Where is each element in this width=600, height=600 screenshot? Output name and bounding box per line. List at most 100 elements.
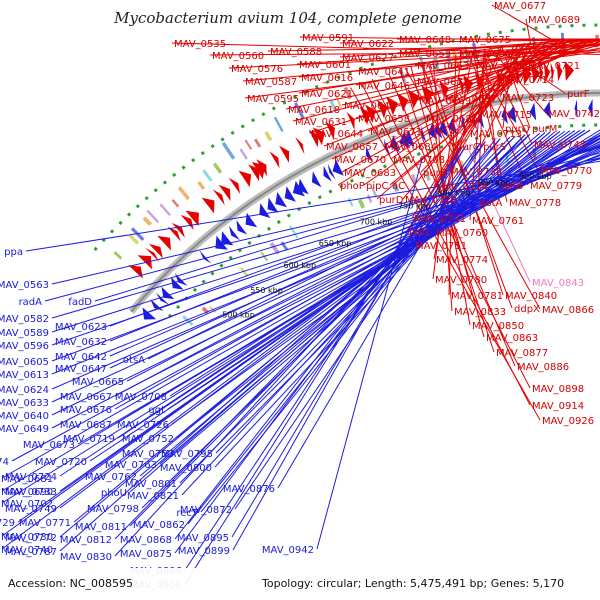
forward-gene-label-leader [285,47,600,110]
reverse-gene-arrow [323,165,332,182]
forward-gene-arrow [308,129,319,148]
cog-gene-mark-inner [435,158,442,172]
reverse-gene-label: MAV_0649 [0,424,49,435]
cog-gene-mark-inner [460,160,465,169]
reverse-gene-label: MAV_0624 [0,385,49,396]
reverse-gene-label: MAV_0719 [63,434,115,445]
kbp-tick-label: 650 kbp [319,239,352,248]
forward-gene-label-leader [209,51,600,56]
forward-gene-label: MAV_0713 [470,129,522,140]
cog-gene-mark-inner [410,173,418,185]
kbp-tick-label: 850 kbp [478,179,511,188]
reverse-gene-label: MAV_0632 [55,337,107,348]
forward-gene-label-leader [491,4,554,42]
forward-gene-arrow [295,136,305,155]
reverse-gene-label: ggt [148,405,165,416]
reverse-gene-label-leader [1,130,561,550]
forward-gene-label: MAV_0697 [445,94,497,105]
reverse-gene-label-leader [44,152,600,302]
cog-gene-mark-inner [366,194,373,203]
forward-gene-labels: MAV_0677 MAV_0689 MAV_0535 MAV_0591MAV_0622… [174,1,600,427]
reverse-gene-label: MAV_0942 [262,545,314,556]
reverse-gene-arrow [507,105,517,123]
forward-gene-label: MAV_0684 [385,142,437,153]
forward-gene-label: purB [423,168,447,179]
forward-gene-label: purL [409,227,432,238]
forward-gene-arrow [564,61,574,81]
forward-gene-label-leader [483,48,533,145]
forward-gene-label-leader [411,43,520,219]
forward-gene-arrow [474,72,484,92]
forward-gene-label: MAV_0663 [417,61,469,72]
forward-gene-label: MAV_0866 [542,305,594,316]
forward-gene-label: MAV_0774 [436,255,488,266]
reverse-gene-label: MAV_0875 [120,549,172,560]
cog-gene-mark-inner [423,169,431,182]
forward-gene-label: MAV_0675 [459,35,511,46]
reverse-gene-arrow [221,231,234,246]
forward-gene-label: purS [483,142,506,153]
reverse-gene-label: MAV_0753 [122,449,174,460]
cog-gene-mark [177,186,191,201]
reverse-gene-label-leader [25,160,600,252]
reverse-gene-label: MAV_0708 [115,392,167,403]
forward-gene-arrow [346,111,355,131]
forward-gene-arrow [325,121,335,140]
forward-gene-label: MAV_0745 [534,140,586,151]
forward-gene-label: MAV_0670 [334,155,386,166]
cog-gene-mark [146,209,160,224]
forward-gene-label: purC [456,142,480,153]
kbp-tick-label: 500 kbp [222,310,255,319]
forward-gene-label: MAV_0723 [502,93,554,104]
accession-text: Accession: NC_008595 [8,577,133,590]
highlight-gene-label: MAV_0843 [532,278,584,289]
forward-gene-arrow [228,177,241,194]
forward-gene-label: MAV_0693 [476,61,528,72]
cog-gene-mark-inner [391,181,400,192]
reverse-gene-label-leader [231,145,467,538]
forward-gene-label: MAV_0732 [450,167,502,178]
cog-gene-mark [264,131,273,142]
reverse-gene-label-leader [1,135,600,492]
forward-gene-label: MAV_0714 [502,75,554,86]
reverse-gene-label: radA [19,297,43,308]
cog-gene-mark [212,162,223,174]
forward-gene-label: MAV_0646 [358,81,410,92]
forward-gene-label: pipC [366,181,388,192]
forward-gene-label: MAV_0653 [399,49,451,60]
forward-gene-label-leader [355,38,600,119]
cog-gene-mark [221,141,236,160]
genome-info-text: Topology: circular; Length: 5,475,491 bp… [261,577,564,590]
forward-gene-label: MAV_0760 [436,228,488,239]
forward-gene-label-leader [331,38,600,160]
reverse-gene-arrow [275,192,287,208]
forward-gene-label-leader [390,39,560,160]
reverse-gene-label: otsA [123,355,145,366]
reverse-gene-arrow [174,273,188,286]
forward-gene-label-leader [171,42,600,55]
reverse-gene-label-leader [51,154,600,375]
cog-gene-mark [130,227,145,241]
forward-gene-label-leader [427,61,504,296]
forward-gene-label: MAV_0728 [405,195,457,206]
reverse-gene-label: recT [176,508,199,519]
reverse-gene-label: MAV_0895 [177,533,229,544]
forward-gene-label: MAV_0677 [494,1,546,12]
forward-gene-label: MAV_0731 [414,214,466,225]
reverse-gene-label: MAV_0687 [60,420,112,431]
forward-gene-label-leader [308,43,600,134]
forward-gene-label-leader [341,38,589,173]
footer-band [0,568,600,600]
cog-gene-mark [202,169,213,182]
reverse-gene-label: MAV_0798 [87,504,139,515]
reverse-gene-label: MAV_0681 [1,474,53,485]
reverse-gene-arrow [142,307,157,320]
reverse-gene-arrow [284,186,296,202]
forward-gene-arrow [396,92,409,112]
reverse-gene-label: MAV_0787 [5,547,57,558]
cog-gene-mark-inner [239,267,249,277]
forward-gene-label: MAV_0863 [486,333,538,344]
reverse-gene-label-leader [59,133,531,552]
forward-gene-label: MAV_0680 [459,49,511,60]
forward-gene-label: MAV_0751 [415,241,467,252]
